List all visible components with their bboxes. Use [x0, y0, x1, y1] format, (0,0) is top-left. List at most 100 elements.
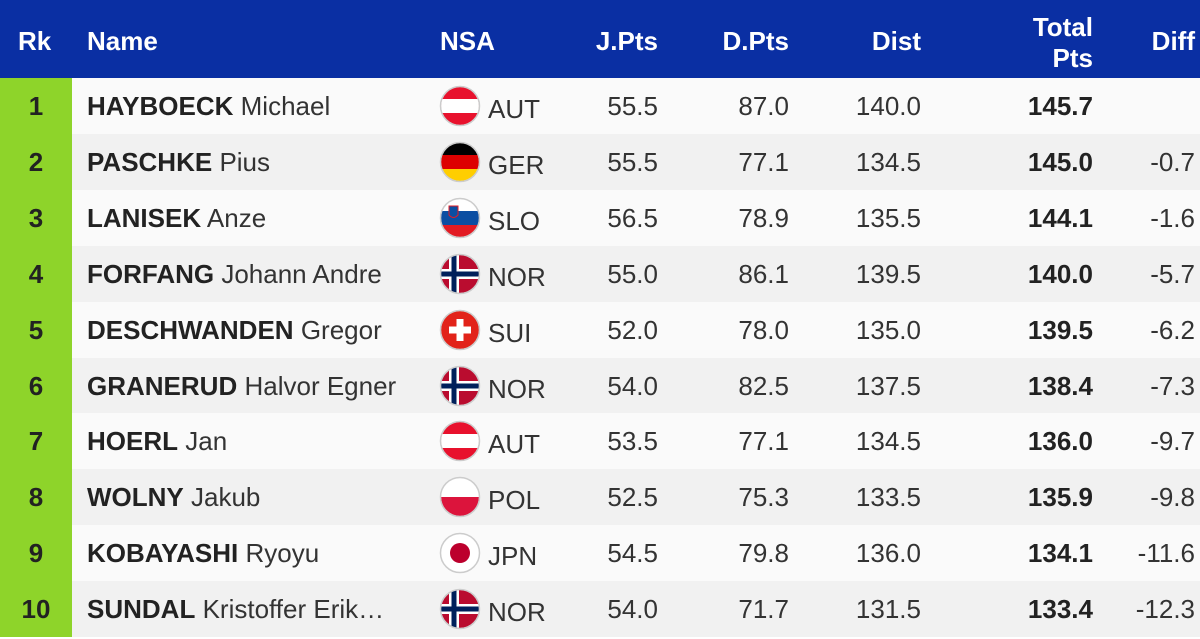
d-pts: 77.1 — [738, 146, 789, 177]
total-pts: 144.1 — [1027, 202, 1093, 233]
athlete-name: KOBAYASHI Ryoyu — [87, 525, 319, 581]
header-cell: Total Pts — [1032, 12, 1093, 73]
table-row: 10 SUNDAL Kristoffer Erik… NOR 54.0 71.7 131.… — [0, 581, 1200, 638]
diff: -0.7 — [1150, 146, 1195, 177]
d-pts: 87.0 — [738, 91, 789, 121]
total-pts: 140.0 — [1027, 258, 1093, 289]
diff: -11.6 — [1137, 538, 1195, 569]
rank: 10 — [21, 594, 51, 625]
flag-icon — [439, 532, 481, 574]
j-pts: 55.5 — [607, 91, 658, 121]
d-pts: 78.0 — [738, 314, 789, 345]
athlete-name: WOLNY Jakub — [87, 469, 260, 525]
nsa: NOR — [488, 261, 546, 292]
dist: 134.5 — [855, 146, 921, 177]
given-name: Michael — [240, 91, 331, 121]
surname: FORFANG — [87, 258, 215, 289]
header-cell: D.Pts — [722, 26, 789, 56]
table-row: 3 LANISEK Anze SLO 56.5 78.9 135.5 144.1 -1.6 — [0, 189, 1200, 246]
dist: 139.5 — [855, 258, 921, 289]
total-pts: 139.5 — [1027, 314, 1093, 345]
header-cell: NSA — [440, 26, 495, 56]
given-name: Gregor — [300, 314, 382, 345]
diff: -9.7 — [1150, 426, 1195, 457]
j-pts: 55.5 — [607, 146, 658, 177]
dist: 135.5 — [855, 202, 921, 233]
j-pts: 52.0 — [607, 314, 658, 345]
given-name: Halvor Egner — [244, 370, 397, 401]
diff: -9.8 — [1150, 482, 1195, 513]
total-pts: 145.7 — [1027, 91, 1093, 121]
total-pts: 135.9 — [1027, 482, 1093, 513]
nsa: SUI — [488, 317, 532, 348]
nsa: SLO — [488, 205, 541, 236]
d-pts: 71.7 — [738, 594, 789, 625]
header-cell: Name — [87, 26, 158, 56]
flag-icon — [439, 197, 481, 239]
given-name: Johann Andre — [221, 258, 382, 289]
header-cell: J.Pts — [595, 26, 658, 56]
j-pts: 54.5 — [607, 538, 658, 569]
flag-icon — [439, 477, 481, 518]
surname: SUNDAL — [87, 594, 196, 625]
nsa: JPN — [488, 541, 538, 572]
rank-cell — [0, 357, 72, 414]
j-pts: 54.0 — [607, 594, 658, 625]
given-name: Pius — [219, 146, 271, 177]
table-row: 6 GRANERUD Halvor Egner NOR 54.0 82.5 137.5 13… — [0, 357, 1200, 414]
surname: HAYBOECK — [87, 91, 234, 121]
header-bar: Rk Name NSA J.Pts D.Pts Dist Total Pts D… — [0, 0, 1200, 78]
rank: 8 — [28, 482, 44, 513]
table-row: 8 WOLNY Jakub POL 52.5 75.3 133.5 135.9 -9.8 — [0, 469, 1200, 526]
nsa: GER — [488, 149, 545, 180]
rank-cell — [0, 413, 72, 470]
d-pts: 82.5 — [738, 370, 789, 401]
surname: KOBAYASHI — [87, 538, 239, 569]
flag-icon — [439, 588, 481, 630]
dist: 135.0 — [855, 314, 921, 345]
rank: 1 — [28, 91, 44, 121]
dist: 131.5 — [855, 594, 921, 625]
athlete-name: DESCHWANDEN Gregor — [87, 302, 382, 358]
total-pts: 134.1 — [1027, 538, 1093, 569]
d-pts: 86.1 — [738, 258, 789, 289]
athlete-name: SUNDAL Kristoffer Erik… — [87, 581, 384, 637]
rank-cell — [0, 301, 72, 358]
j-pts: 53.5 — [607, 426, 658, 457]
diff: -1.6 — [1150, 202, 1195, 233]
nsa: NOR — [488, 597, 546, 628]
surname: PASCHKE — [87, 146, 213, 177]
total-pts: 145.0 — [1027, 146, 1093, 177]
given-name: Ryoyu — [245, 538, 320, 569]
rank-cell — [0, 245, 72, 302]
rank: 9 — [28, 538, 44, 569]
diff: -12.3 — [1135, 594, 1195, 625]
surname: DESCHWANDEN — [87, 314, 294, 345]
given-name: Jan — [185, 426, 228, 457]
d-pts: 77.1 — [738, 426, 789, 457]
table-row: 9 KOBAYASHI Ryoyu JPN 54.5 79.8 136.0 134.1 -11… — [0, 525, 1200, 582]
rank-cell — [0, 133, 72, 190]
athlete-name: PASCHKE Pius — [87, 134, 270, 190]
table-row: 1 HAYBOECK Michael AUT 55.5 87.0 140.0 145.7 — [0, 78, 1200, 134]
surname: GRANERUD — [87, 370, 238, 401]
d-pts: 75.3 — [738, 482, 789, 513]
rank: 6 — [28, 370, 44, 401]
surname: LANISEK — [87, 202, 202, 233]
rank: 4 — [28, 258, 44, 289]
dist: 136.0 — [855, 538, 921, 569]
diff: -6.2 — [1150, 314, 1195, 345]
j-pts: 56.5 — [607, 202, 658, 233]
dist: 137.5 — [855, 370, 921, 401]
j-pts: 55.0 — [607, 258, 658, 289]
table-row: 5 DESCHWANDEN Gregor SUI 52.0 78.0 135.0 139.5… — [0, 301, 1200, 358]
rank-cell — [0, 581, 72, 638]
diff: -5.7 — [1150, 258, 1195, 289]
flag-icon — [439, 421, 481, 462]
flag-icon — [439, 85, 481, 127]
d-pts: 78.9 — [738, 202, 789, 233]
rank: 3 — [28, 202, 44, 233]
j-pts: 52.5 — [607, 482, 658, 513]
rank-cell — [0, 189, 72, 246]
